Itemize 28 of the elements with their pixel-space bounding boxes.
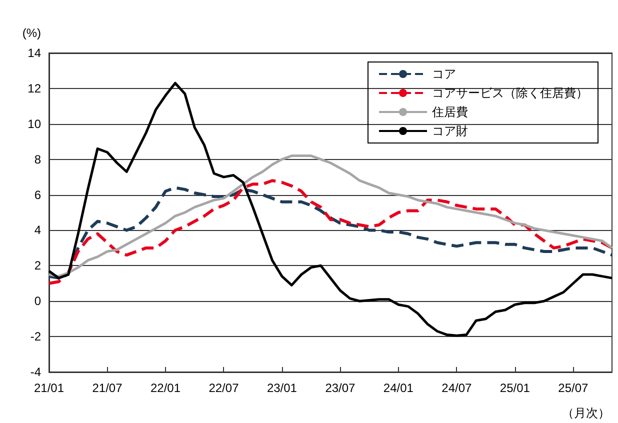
x-axis-title: （月次） <box>562 406 610 420</box>
x-tick-label: 21/07 <box>92 381 123 395</box>
x-tick-label: 23/07 <box>325 381 356 395</box>
legend-label: 住居費 <box>431 105 468 119</box>
x-tick-label: 21/01 <box>34 381 64 395</box>
y-tick-label: 14 <box>28 46 42 60</box>
y-tick-label: 0 <box>34 294 42 308</box>
y-tick-label: 4 <box>34 223 42 238</box>
legend-label: コアサービス（除く住居費） <box>432 86 588 100</box>
x-tick-label: 23/01 <box>266 381 298 395</box>
line-series <box>48 82 614 337</box>
x-tick-label: 25/01 <box>500 381 530 395</box>
y-axis-title: (%) <box>22 26 41 40</box>
legend-label: コア <box>432 67 456 81</box>
y-tick-label: -4 <box>30 365 42 379</box>
y-tick-label: 6 <box>34 188 42 202</box>
line-series <box>48 154 614 278</box>
y-tick-label: 10 <box>28 116 42 131</box>
x-tick-label: 22/07 <box>208 381 240 395</box>
y-tick-label: 8 <box>34 152 42 166</box>
x-tick-label: 24/01 <box>383 381 414 395</box>
y-tick-label: 12 <box>28 81 42 96</box>
y-tick-label: -2 <box>30 330 42 344</box>
x-tick-label: 24/07 <box>442 381 472 395</box>
x-tick-label: 25/07 <box>558 381 589 395</box>
y-tick-label: 2 <box>34 258 42 273</box>
x-tick-label: 22/01 <box>150 381 181 395</box>
legend-label: コア財 <box>432 124 468 138</box>
